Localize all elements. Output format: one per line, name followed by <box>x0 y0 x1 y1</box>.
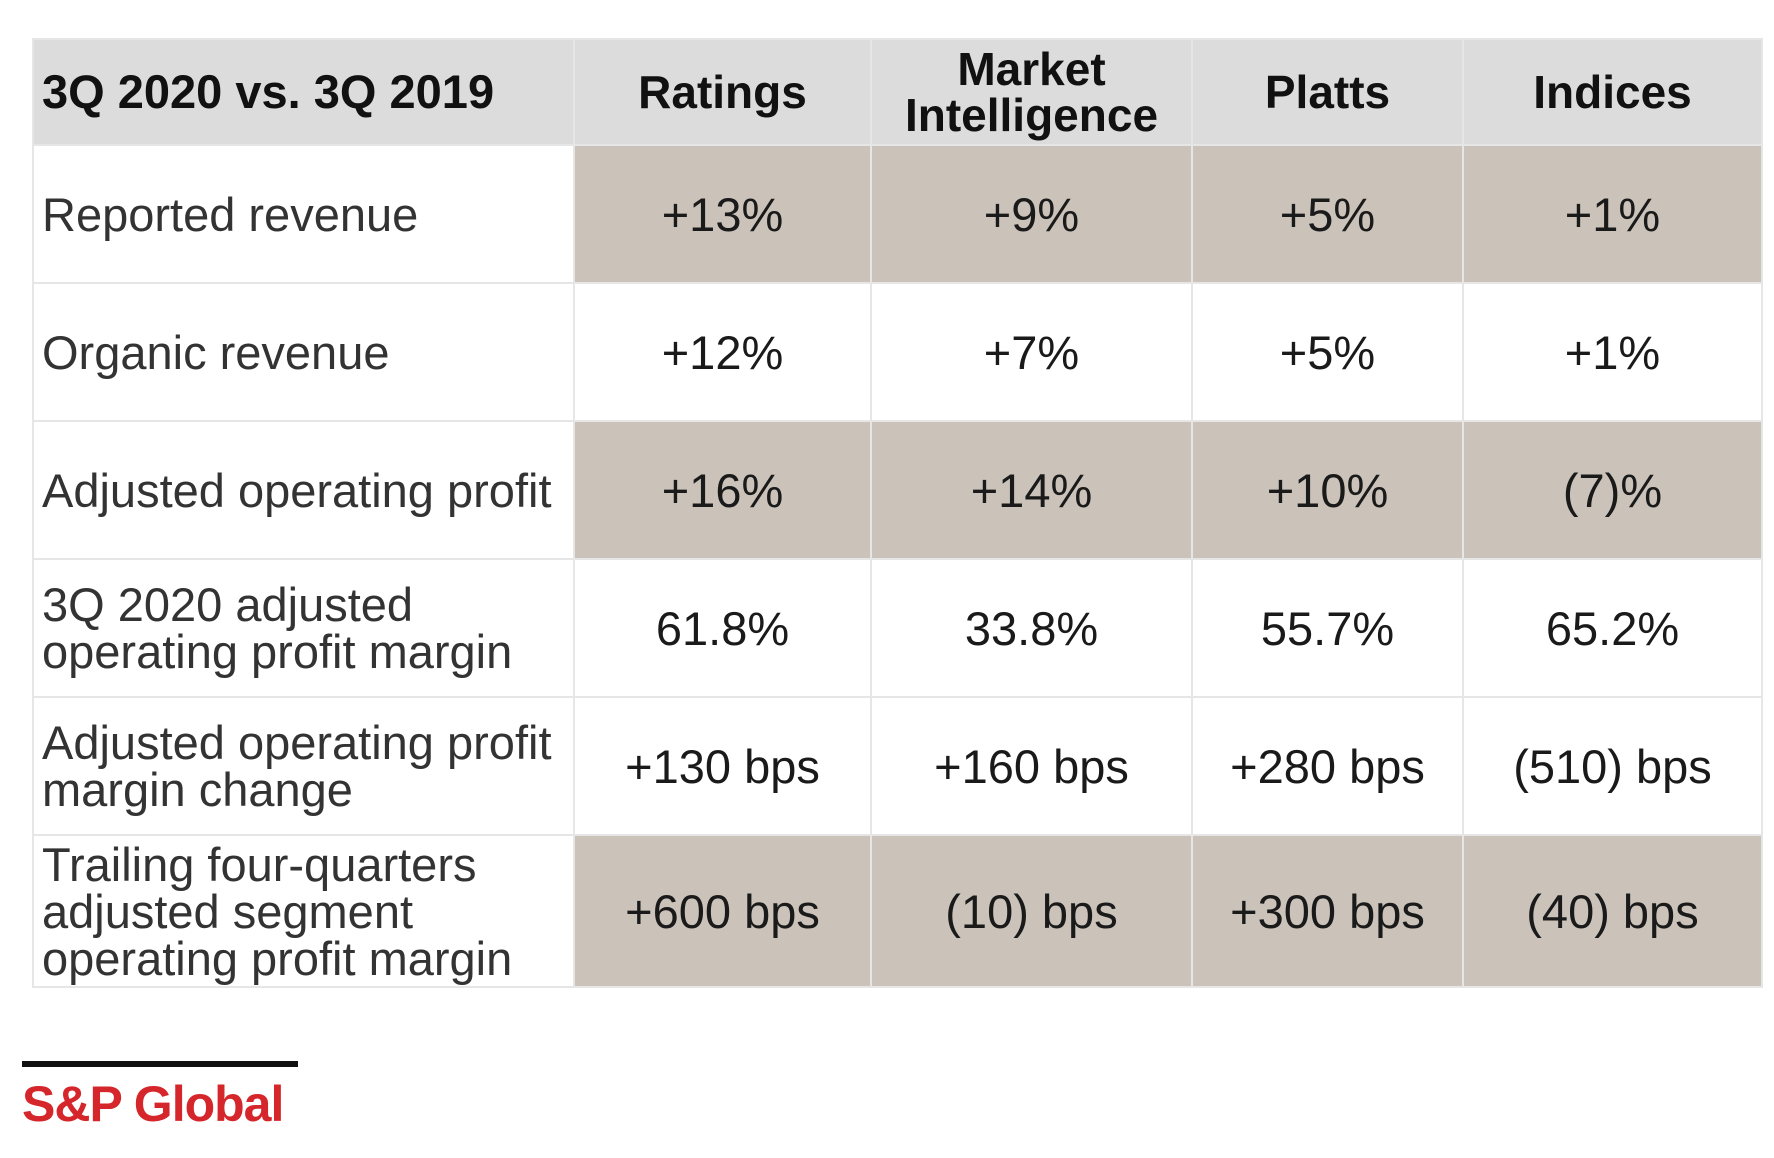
cell-ratings: +600 bps <box>573 834 872 988</box>
cell-indices: +1% <box>1462 144 1763 284</box>
row-label: Reported revenue <box>32 144 575 284</box>
cell-market-intelligence: +9% <box>870 144 1193 284</box>
logo-rule <box>22 1061 298 1067</box>
cell-platts: +10% <box>1191 420 1464 560</box>
row-label: Organic revenue <box>32 282 575 422</box>
cell-platts: 55.7% <box>1191 558 1464 698</box>
cell-ratings: +130 bps <box>573 696 872 836</box>
cell-ratings: +12% <box>573 282 872 422</box>
row-label: Trailing four-quarters adjusted segment … <box>32 834 575 988</box>
header-ratings: Ratings <box>573 38 872 146</box>
company-logo: S&P Global <box>22 1061 298 1131</box>
cell-platts: +300 bps <box>1191 834 1464 988</box>
cell-ratings: +13% <box>573 144 872 284</box>
header-row: 3Q 2020 vs. 3Q 2019 Ratings Market Intel… <box>32 38 1763 146</box>
header-market-intelligence: Market Intelligence <box>870 38 1193 146</box>
cell-platts: +280 bps <box>1191 696 1464 836</box>
cell-market-intelligence: +160 bps <box>870 696 1193 836</box>
cell-market-intelligence: (10) bps <box>870 834 1193 988</box>
results-table: 3Q 2020 vs. 3Q 2019 Ratings Market Intel… <box>32 38 1763 988</box>
cell-indices: (7)% <box>1462 420 1763 560</box>
cell-market-intelligence: 33.8% <box>870 558 1193 698</box>
cell-market-intelligence: +14% <box>870 420 1193 560</box>
cell-ratings: 61.8% <box>573 558 872 698</box>
table-row: Reported revenue +13% +9% +5% +1% <box>32 144 1763 284</box>
cell-ratings: +16% <box>573 420 872 560</box>
header-indices: Indices <box>1462 38 1763 146</box>
header-market-intelligence-text: Market Intelligence <box>904 43 1159 141</box>
table-row: Adjusted operating profit +16% +14% +10%… <box>32 420 1763 560</box>
logo-wordmark: S&P Global <box>22 1076 284 1132</box>
row-label: Adjusted operating profit margin change <box>32 696 575 836</box>
table-row: 3Q 2020 adjusted operating profit margin… <box>32 558 1763 698</box>
table-row: Trailing four-quarters adjusted segment … <box>32 834 1763 988</box>
header-platts: Platts <box>1191 38 1464 146</box>
header-period: 3Q 2020 vs. 3Q 2019 <box>32 38 575 146</box>
table-row: Adjusted operating profit margin change … <box>32 696 1763 836</box>
cell-market-intelligence: +7% <box>870 282 1193 422</box>
cell-indices: +1% <box>1462 282 1763 422</box>
cell-platts: +5% <box>1191 144 1464 284</box>
row-label: Adjusted operating profit <box>32 420 575 560</box>
cell-indices: (510) bps <box>1462 696 1763 836</box>
cell-indices: (40) bps <box>1462 834 1763 988</box>
row-label: 3Q 2020 adjusted operating profit margin <box>32 558 575 698</box>
cell-indices: 65.2% <box>1462 558 1763 698</box>
table-row: Organic revenue +12% +7% +5% +1% <box>32 282 1763 422</box>
cell-platts: +5% <box>1191 282 1464 422</box>
